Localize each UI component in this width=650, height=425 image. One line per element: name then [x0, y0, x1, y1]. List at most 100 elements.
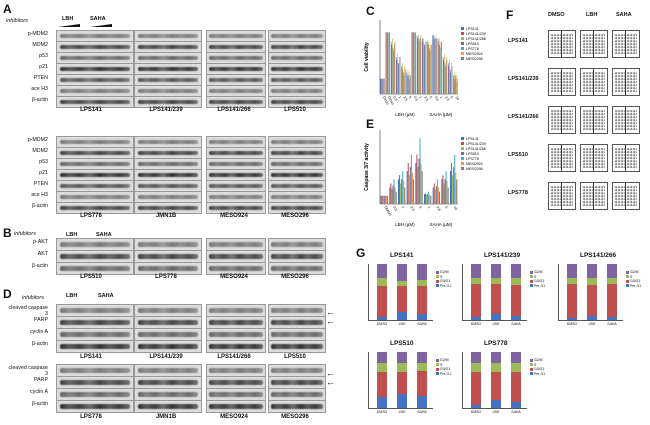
x-tick-label: 1: [427, 206, 431, 210]
blot-band: [209, 194, 263, 200]
a-bottom-blot: [206, 191, 266, 203]
a-bottom-blot: [134, 202, 202, 214]
g-bar-segment: [491, 278, 501, 284]
blot-row-label: PARP: [33, 377, 48, 383]
bar: [438, 191, 441, 204]
saha-ramp: [90, 24, 112, 27]
g-bar-segment: [417, 264, 427, 280]
legend-label: MESO924: [466, 52, 483, 56]
bar: [435, 185, 437, 204]
legend-label: LPS141/239: [466, 142, 486, 146]
g-bar-segment: [607, 284, 617, 317]
bar: [415, 32, 417, 94]
legend-swatch: [530, 363, 533, 367]
blot-band: [209, 33, 263, 39]
g-bar-segment: [397, 363, 407, 372]
arrow-icon: ←: [326, 377, 335, 387]
g-stacked-bar: [377, 264, 387, 320]
blot-band: [137, 139, 199, 145]
bar: [382, 78, 383, 94]
bar: [448, 66, 450, 94]
bar: [430, 44, 431, 94]
bar: [418, 38, 420, 94]
bar: [383, 195, 385, 204]
blot-band: [209, 66, 263, 72]
blot-band: [137, 368, 199, 373]
g-bar-segment: [511, 284, 521, 316]
g-legend-item: S: [436, 363, 451, 368]
legend-swatch: [461, 147, 464, 150]
legend-swatch: [436, 358, 439, 362]
bar: [455, 172, 457, 204]
blot-band: [271, 254, 323, 259]
blot-band: [137, 172, 199, 178]
g-bar-segment: [491, 371, 501, 400]
blot-band: [60, 88, 130, 94]
g-bar-segment: [471, 283, 481, 318]
g-stacked-bar: [471, 352, 481, 408]
a-top-blot: [268, 96, 326, 108]
legend-swatch: [530, 275, 533, 279]
bar: [443, 183, 445, 204]
bar: [397, 179, 400, 204]
legend-label: Pre-G1: [440, 371, 452, 376]
bar: [454, 72, 456, 94]
legend-swatch: [461, 32, 464, 35]
blot-band: [209, 139, 263, 145]
g-bar-segment: [511, 363, 521, 372]
blot-band: [60, 161, 130, 167]
blot-band: [271, 380, 323, 385]
blot-band: [60, 205, 130, 211]
x-tick-label: 1: [397, 96, 401, 100]
blot-band: [137, 205, 199, 211]
d-top-blot: [134, 340, 202, 353]
g-stacked-bar: [511, 264, 521, 320]
bar: [392, 47, 394, 94]
g-legend-item: Pre-G1: [436, 372, 451, 377]
blot-row-label: β-actin: [32, 263, 48, 269]
panel-label-f: F: [506, 8, 514, 22]
g-legend-item: G2/M: [626, 270, 641, 275]
blot-band: [137, 320, 199, 325]
bar: [444, 63, 446, 94]
legend-label: LPS141: [466, 137, 479, 141]
bar: [423, 194, 426, 204]
g-bar-segment: [417, 286, 427, 315]
a-top-blot: [206, 96, 266, 108]
flow-col-lbh: LBH: [586, 12, 598, 18]
bar: [453, 78, 455, 94]
g-bar-segment: [511, 371, 521, 403]
g-x-tick: SAHA: [417, 322, 427, 326]
x-tick-label: 5: [429, 96, 433, 100]
legend-swatch: [626, 270, 629, 274]
legend-label: MESO924: [466, 162, 483, 166]
bar: [386, 195, 389, 204]
bar: [452, 175, 454, 204]
blot-row-label: MDM2: [32, 148, 48, 154]
flow-row-label: LPS510: [508, 152, 528, 158]
flow-plot: [612, 30, 640, 58]
legend-swatch: [626, 284, 629, 288]
flow-row-label: LPS778: [508, 190, 528, 196]
bar: [436, 38, 437, 94]
bar: [425, 41, 426, 94]
bar: [398, 63, 400, 94]
g-bar-segment: [397, 280, 407, 287]
bar: [401, 179, 403, 204]
g-chart-title: LPS141: [390, 252, 414, 259]
blot-band: [137, 380, 199, 385]
bar: [393, 50, 394, 94]
legend-swatch: [461, 52, 464, 55]
g-bar-segment: [491, 399, 501, 408]
g-bar-segment: [511, 264, 521, 279]
bar: [380, 195, 382, 204]
bar: [444, 53, 445, 94]
legend-label: LPS141: [466, 27, 479, 31]
g-bar-segment: [397, 352, 407, 364]
bar: [391, 44, 393, 94]
g-bar-segment: [491, 363, 501, 372]
blot-band: [60, 404, 130, 409]
blot-row-label: cleaved caspase 3: [8, 365, 48, 377]
saha-header-d: SAHA: [98, 293, 114, 299]
bar: [389, 187, 391, 204]
